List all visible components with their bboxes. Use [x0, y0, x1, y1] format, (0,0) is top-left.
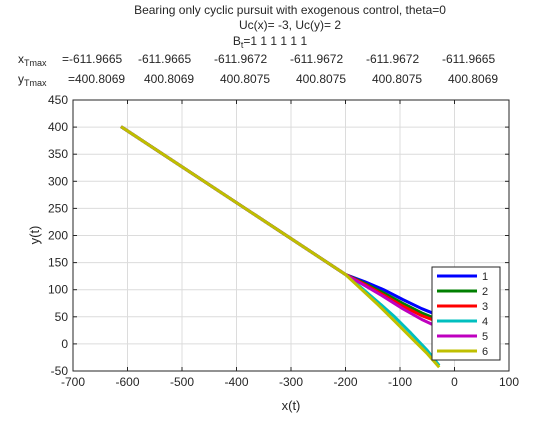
ytmax-label-sub: Tmax — [24, 78, 47, 88]
x-tick-label: -200 — [333, 375, 357, 389]
xtmax-label-sub: Tmax — [24, 58, 47, 68]
y-tick-label: 0 — [61, 337, 68, 351]
y-tick-label: 50 — [55, 310, 69, 324]
xtmax-row: xTmax =-611.9665 -611.9665 -611.9672 -611.9… — [18, 52, 495, 68]
y-tick-label: 450 — [48, 93, 68, 107]
y-axis-label: y(t) — [27, 226, 42, 245]
legend-label-3: 3 — [482, 301, 488, 313]
legend-label-1: 1 — [482, 271, 488, 283]
y-tick-label: 200 — [48, 229, 68, 243]
chart-title-line-2: Uc(x)= -3, Uc(y)= 2 — [239, 18, 341, 32]
y-tick-label: 400 — [48, 120, 68, 134]
xtmax-value: -611.9665 — [138, 52, 191, 66]
bt-label-rest: =1 1 1 1 1 1 — [243, 34, 307, 48]
xtmax-label: xTmax — [18, 52, 47, 68]
chart-title-line-1: Bearing only cyclic pursuit with exogeno… — [134, 3, 446, 17]
ytmax-label-main: y — [18, 72, 24, 86]
x-tick-label: -100 — [388, 375, 412, 389]
ticks: -700 -600 -500 -400 -300 -200 -100 0 100-5005010… — [48, 93, 519, 389]
x-tick-label: -400 — [224, 375, 248, 389]
xtmax-value: -611.9672 — [290, 52, 343, 66]
legend-box — [431, 266, 501, 361]
legend: 1 2 3 4 5 6 — [431, 266, 501, 361]
x-axis-label: x(t) — [282, 398, 301, 413]
y-tick-label: 250 — [48, 201, 68, 215]
xtmax-label-main: x — [18, 52, 24, 66]
xtmax-value: -611.9672 — [214, 52, 267, 66]
x-tick-label: -600 — [115, 375, 139, 389]
ytmax-value: 400.8075 — [372, 72, 422, 86]
xtmax-value: -611.9672 — [366, 52, 419, 66]
y-tick-label: 350 — [48, 147, 68, 161]
legend-label-4: 4 — [482, 316, 488, 328]
legend-label-5: 5 — [482, 331, 488, 343]
bt-label-sub: t — [241, 40, 244, 50]
ytmax-row: yTmax =400.8069 400.8069 400.8075 400.8075 4… — [18, 72, 498, 88]
y-tick-label: 300 — [48, 174, 68, 188]
legend-label-2: 2 — [482, 286, 488, 298]
series-lines — [120, 125, 441, 369]
y-tick-label: 150 — [48, 256, 68, 270]
x-tick-label: -300 — [279, 375, 303, 389]
legend-label-6: 6 — [482, 346, 488, 358]
ytmax-value: 400.8075 — [220, 72, 270, 86]
x-tick-label: 100 — [499, 375, 519, 389]
y-tick-label: 100 — [48, 283, 68, 297]
xtmax-value: =-611.9665 — [62, 52, 122, 66]
series-line-6 — [120, 125, 441, 369]
x-tick-label: -700 — [61, 375, 85, 389]
x-tick-label: -500 — [170, 375, 194, 389]
ytmax-value: 400.8075 — [296, 72, 346, 86]
xtmax-value: -611.9665 — [442, 52, 495, 66]
ytmax-value: =400.8069 — [68, 72, 125, 86]
x-tick-label: 0 — [451, 375, 458, 389]
ytmax-label: yTmax — [18, 72, 47, 88]
bt-label: Bt=1 1 1 1 1 1 — [233, 34, 308, 50]
ytmax-value: 400.8069 — [144, 72, 194, 86]
y-tick-label: -50 — [51, 364, 69, 378]
bt-label-main: B — [233, 34, 241, 48]
ytmax-value: 400.8069 — [448, 72, 498, 86]
